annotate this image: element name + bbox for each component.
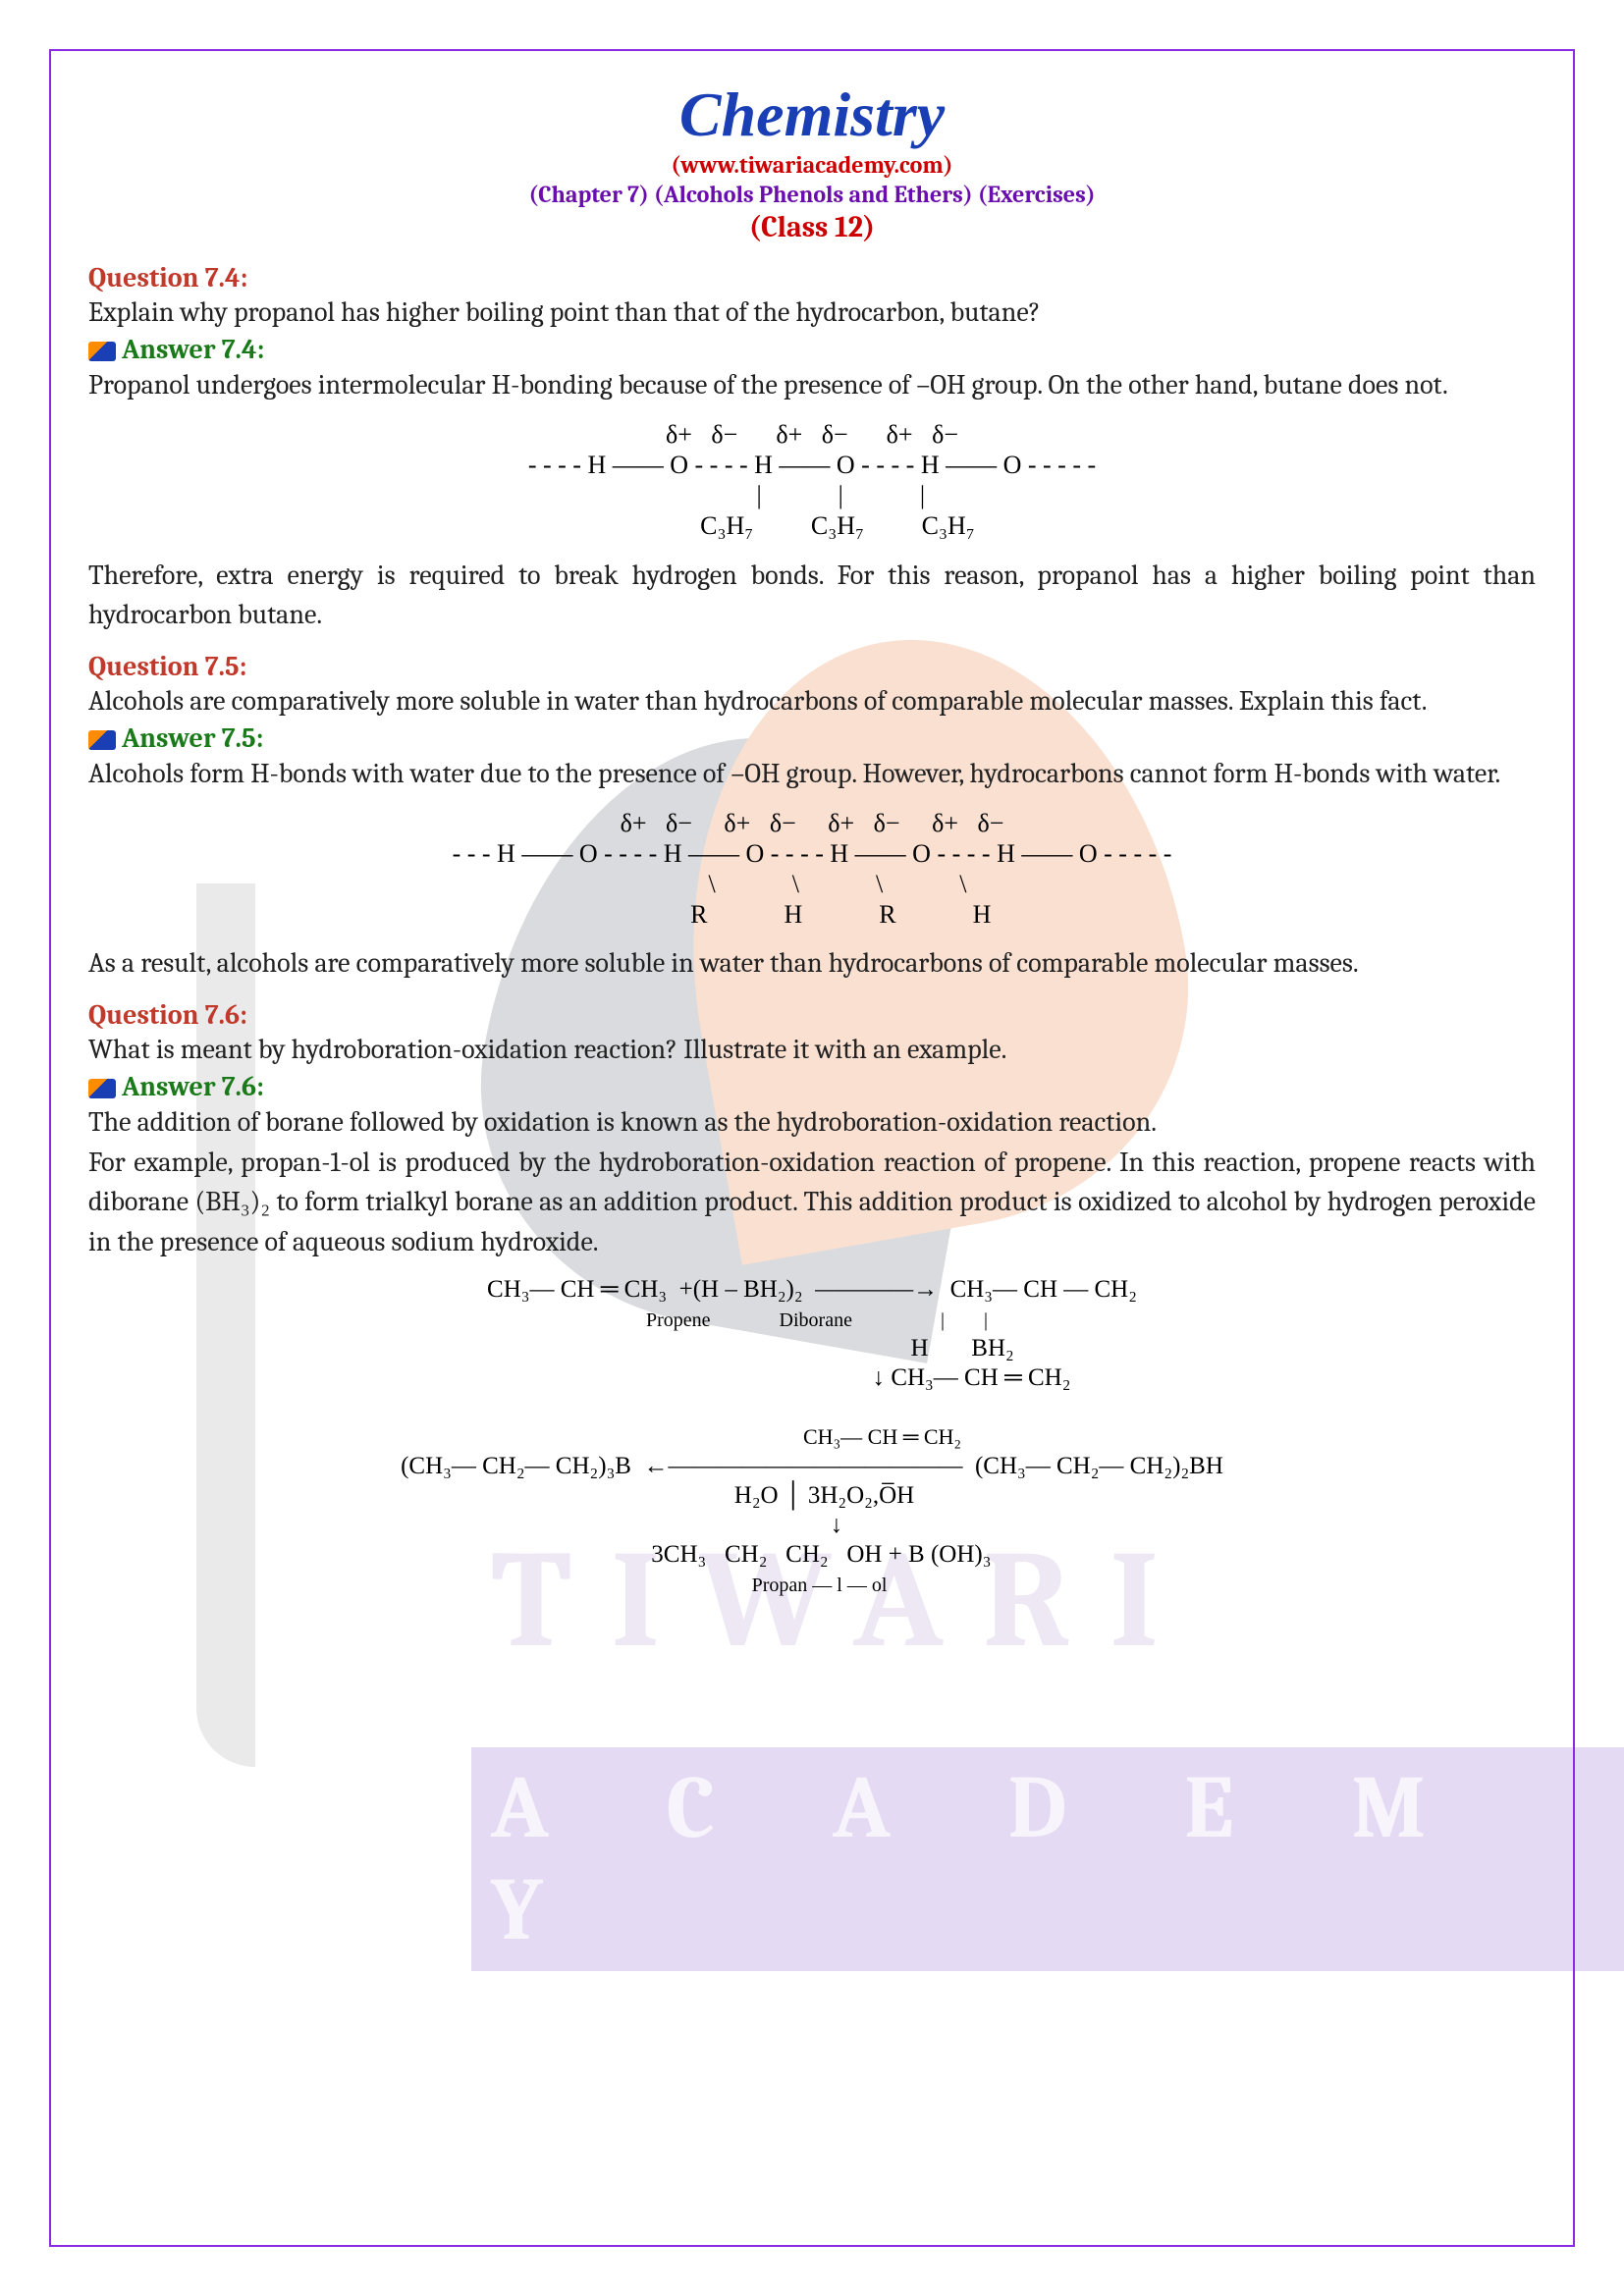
question-block-7-5: Question 7.5: Alcohols are comparatively… <box>88 651 1536 984</box>
question-block-7-6: Question 7.6: What is meant by hydrobora… <box>88 999 1536 1600</box>
reaction-diagram-hydroboration: CH₃— CH ═ CH₃ +(H – BH₂)₂ ————→ CH₃— CH … <box>88 1275 1536 1599</box>
question-text: Explain why propanol has higher boiling … <box>88 294 1536 332</box>
answer-paragraph: The addition of borane followed by oxida… <box>88 1102 1536 1143</box>
answer-label: Answer 7.4: <box>88 334 1536 365</box>
answer-paragraph: Alcohols form H-bonds with water due to … <box>88 754 1536 794</box>
answer-paragraph: Propanol undergoes intermolecular H-bond… <box>88 365 1536 405</box>
answer-paragraph: As a result, alcohols are comparatively … <box>88 943 1536 984</box>
question-label: Question 7.5: <box>88 651 1536 682</box>
site-link: (www.tiwariacademy.com) <box>88 151 1536 179</box>
question-block-7-4: Question 7.4: Explain why propanol has h… <box>88 262 1536 635</box>
main-title: Chemistry <box>88 79 1536 151</box>
chapter-line: (Chapter 7) (Alcohols Phenols and Ethers… <box>88 181 1536 208</box>
hbond-diagram-water: δ+ δ− δ+ δ− δ+ δ− δ+ δ− - - - H —— O - -… <box>88 808 1536 931</box>
question-text: Alcohols are comparatively more soluble … <box>88 682 1536 721</box>
hbond-diagram-propanol: δ+ δ− δ+ δ− δ+ δ− - - - - H —— O - - - -… <box>88 419 1536 542</box>
page-content: Chemistry (www.tiwariacademy.com) (Chapt… <box>49 49 1575 2247</box>
document-header: Chemistry (www.tiwariacademy.com) (Chapt… <box>88 79 1536 244</box>
question-label: Question 7.6: <box>88 999 1536 1031</box>
answer-paragraph: For example, propan-1-ol is produced by … <box>88 1143 1536 1262</box>
answer-paragraph: Therefore, extra energy is required to b… <box>88 556 1536 635</box>
question-text: What is meant by hydroboration-oxidation… <box>88 1031 1536 1069</box>
question-label: Question 7.4: <box>88 262 1536 294</box>
answer-label: Answer 7.6: <box>88 1071 1536 1102</box>
answer-label: Answer 7.5: <box>88 722 1536 754</box>
class-line: (Class 12) <box>88 210 1536 244</box>
